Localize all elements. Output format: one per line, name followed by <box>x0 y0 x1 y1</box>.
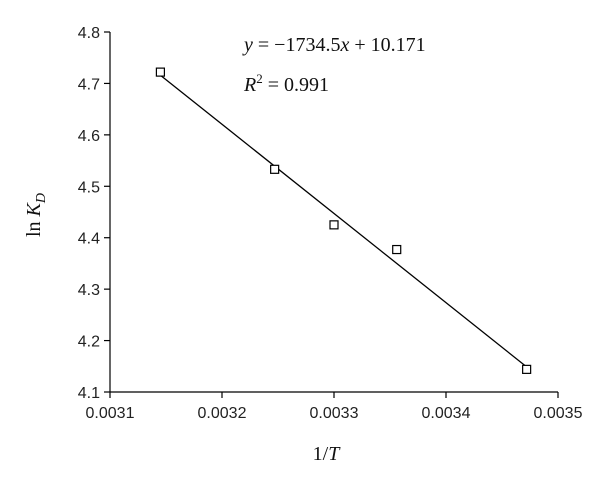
r-squared-exponent: 2 <box>256 71 263 86</box>
y-ticks: 4.1 4.2 4.3 4.4 4.5 4.6 4.7 4.8 <box>78 25 110 402</box>
equation-y-var: y <box>242 34 253 56</box>
y-tick-label: 4.4 <box>78 231 100 248</box>
r-squared-value: = 0.991 <box>263 74 329 96</box>
x-tick-label: 0.0033 <box>310 405 359 422</box>
y-axis-title: ln KD <box>23 193 49 237</box>
data-point <box>270 164 280 174</box>
data-point <box>392 244 402 255</box>
regression-equation: y = −1734.5x + 10.171 <box>242 34 426 56</box>
plot-area: 4.14.24.34.44.54.64.74.8 0.0031 0.0032 0.0… <box>78 25 583 422</box>
equation-slope: = −1734.5 <box>253 34 341 56</box>
r-squared-r: R <box>243 74 256 96</box>
y-tick-label: 4.5 <box>78 179 100 196</box>
y-tick-label: 4.1 <box>78 385 100 402</box>
y-tick-label: 4.7 <box>78 76 100 93</box>
regression-line <box>159 74 528 368</box>
y-axis-title-var: K <box>23 201 45 217</box>
equation-intercept: + 10.171 <box>349 34 425 56</box>
data-markers <box>155 67 532 374</box>
x-tick-label: 0.0031 <box>86 405 135 422</box>
x-axis-title: 1/T <box>313 443 342 465</box>
data-point <box>522 364 532 374</box>
y-axis-title-main: ln <box>23 216 45 237</box>
x-ticks: 0.0031 0.0032 0.0033 0.0034 0.0035 <box>86 392 583 422</box>
r-squared-label: R2 = 0.991 <box>243 71 329 96</box>
x-axis-title-var: T <box>328 443 341 465</box>
y-tick-label: 4.8 <box>78 25 100 42</box>
y-tick-label: 4.2 <box>78 334 100 351</box>
y-axis-title-sub: D <box>34 193 49 204</box>
x-tick-label: 0.0032 <box>198 405 247 422</box>
y-tick-label: 4.6 <box>78 128 100 145</box>
equation-x-var: x <box>339 34 349 56</box>
data-point <box>155 67 165 77</box>
x-tick-label: 0.0035 <box>534 405 583 422</box>
x-axis-title-main: 1/ <box>313 443 329 465</box>
x-tick-label: 0.0034 <box>422 405 471 422</box>
y-tick-label: 4.3 <box>78 282 100 299</box>
data-point <box>329 220 339 230</box>
